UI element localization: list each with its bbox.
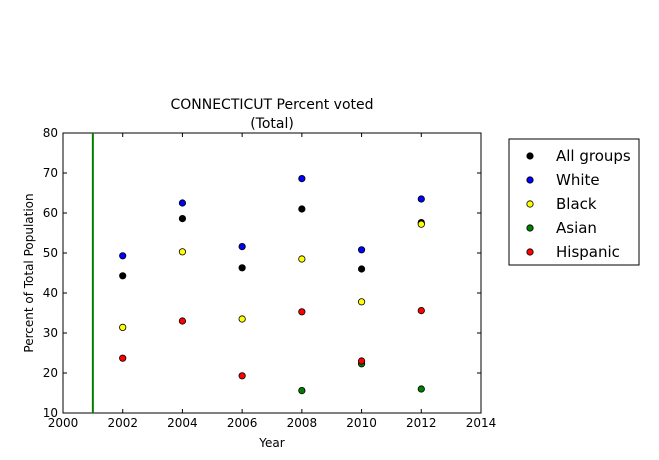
series-black	[119, 220, 425, 331]
series-hispanic	[119, 306, 425, 380]
legend-label: All groups	[556, 147, 631, 165]
chart-subtitle: (Total)	[250, 116, 294, 132]
data-point-black	[238, 315, 246, 323]
data-point-hispanic	[178, 317, 187, 325]
data-point-all-groups	[119, 272, 127, 280]
x-axis-label: Year	[258, 436, 284, 450]
data-point-white	[417, 195, 425, 203]
legend-marker	[526, 176, 534, 184]
data-point-hispanic	[357, 357, 366, 365]
data-point-all-groups	[298, 205, 306, 213]
data-point-black	[357, 298, 366, 306]
data-point-hispanic	[238, 372, 246, 380]
data-point-hispanic	[298, 308, 306, 316]
plot-frame	[62, 132, 482, 414]
data-point-black	[178, 248, 187, 256]
legend-label: Black	[556, 195, 597, 213]
x-tick-label: 2014	[466, 416, 497, 430]
data-point-black	[417, 220, 425, 228]
x-tick-label: 2010	[346, 416, 377, 430]
data-point-white	[119, 252, 127, 260]
legend-label: Asian	[556, 219, 597, 237]
data-point-black	[298, 255, 306, 263]
chart-title: CONNECTICUT Percent voted	[170, 97, 373, 113]
data-point-white	[298, 175, 306, 183]
data-point-white	[178, 199, 187, 207]
legend: All groups White Black Asian Hispanic	[508, 138, 640, 266]
data-point-hispanic	[417, 306, 425, 315]
legend-marker	[526, 200, 534, 208]
y-tick-label: 30	[43, 326, 58, 340]
legend-marker	[526, 224, 534, 232]
y-tick-label: 40	[43, 286, 58, 300]
data-point-asian	[298, 386, 306, 395]
series-white	[119, 175, 425, 260]
x-tick-label: 2006	[227, 416, 258, 430]
x-tick-label: 2000	[48, 416, 79, 430]
y-tick-label: 20	[43, 366, 58, 380]
x-tick-label: 2008	[287, 416, 318, 430]
y-tick-label: 50	[43, 246, 58, 260]
x-tick-label: 2012	[406, 416, 437, 430]
legend-marker	[526, 152, 534, 160]
y-tick-label: 80	[43, 126, 58, 140]
legend-marker	[526, 248, 534, 256]
series-asian	[298, 360, 425, 395]
y-tick-label: 70	[43, 166, 58, 180]
data-point-all-groups	[357, 265, 366, 273]
data-point-asian	[417, 385, 425, 393]
y-axis-label: Percent of Total Population	[22, 193, 36, 352]
data-point-all-groups	[238, 264, 246, 272]
plot-area: 2000 2002 2004 2006 2008 2010 2012 2014 10 20 30 40…	[43, 126, 497, 430]
y-tick-label: 10	[43, 406, 58, 420]
legend-label: White	[556, 171, 600, 189]
x-tick-label: 2004	[167, 416, 198, 430]
legend-label: Hispanic	[556, 243, 620, 261]
series-all-groups	[119, 205, 425, 280]
data-point-white	[238, 243, 246, 251]
data-point-all-groups	[178, 215, 187, 223]
y-tick-label: 60	[43, 206, 58, 220]
data-point-black	[119, 323, 127, 331]
data-point-white	[357, 246, 366, 254]
data-point-hispanic	[119, 354, 127, 362]
x-tick-label: 2002	[107, 416, 138, 430]
